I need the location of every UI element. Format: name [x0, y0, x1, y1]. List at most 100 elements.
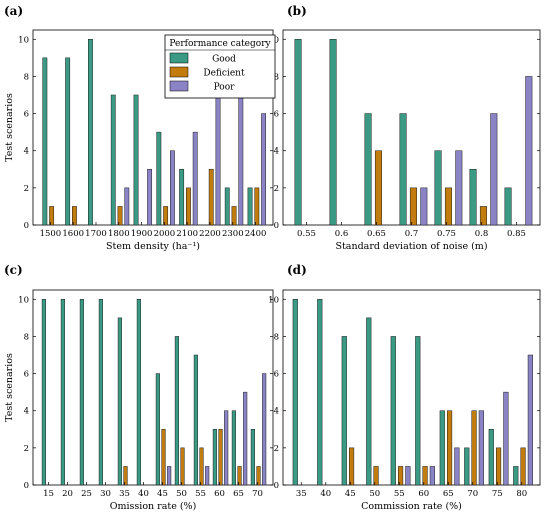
y-tick-label: 8 [274, 72, 279, 82]
y-tick-label: 4 [24, 407, 29, 417]
bar-good-45 [341, 336, 347, 486]
y-tick-label: 6 [274, 110, 279, 120]
bar-good-1500 [42, 57, 48, 226]
bar-good-80 [513, 466, 519, 486]
panel-c: (c) 0 2 4 6 8 10 15 20 25 30 35 40 45 50 55 60 65 70 Omissi… [4, 263, 274, 512]
x-tick-label: 15 [43, 489, 54, 499]
y-tick-label: 4 [274, 407, 279, 417]
bar-poor-60 [224, 410, 229, 486]
bar-deficient-0.8 [479, 206, 487, 226]
y-tick-label: 2 [274, 444, 279, 454]
y-tick-label: 2 [274, 184, 279, 194]
bar-deficient-70 [256, 466, 261, 486]
bar-good-45 [155, 373, 160, 486]
y-axis-title: Test scenarios [4, 353, 15, 422]
y-tick-label: 6 [24, 370, 29, 380]
bar-poor-2000 [169, 150, 175, 226]
bar-deficient-50 [180, 447, 185, 486]
x-tick-label: 50 [369, 489, 380, 499]
panel-label-a: (a) [4, 4, 23, 18]
y-tick-label: 6 [274, 370, 279, 380]
x-tick-label: 0.7 [405, 229, 419, 239]
panel-label-b: (b) [287, 4, 307, 18]
x-tick-label: 60 [214, 489, 225, 499]
bar-deficient-55 [199, 447, 204, 486]
x-tick-label: 30 [100, 489, 111, 499]
bar-good-2300 [224, 187, 230, 226]
panel-d: (d) 0 2 4 6 8 10 35 40 45 50 55 60 65 70 75 80 Commission… [268, 263, 541, 512]
bar-poor-65 [243, 391, 248, 486]
y-tick-label: 0 [24, 221, 29, 231]
y-tick-label: 8 [24, 332, 29, 342]
bar-deficient-0.7 [409, 187, 417, 226]
x-tick-label: 65 [443, 489, 454, 499]
legend-swatch-poor [169, 80, 189, 92]
x-axis-title: Standard deviation of noise (m) [335, 241, 487, 252]
x-tick-label: 1500 [40, 229, 62, 239]
bar-good-40 [136, 299, 141, 486]
bar-good-30 [98, 299, 103, 486]
bar-good-65 [231, 410, 236, 486]
x-tick-label: 2300 [222, 229, 244, 239]
bar-good-55 [390, 336, 396, 486]
legend: Performance category Good Deficient Poor [164, 34, 276, 99]
x-axis-title: Stem density (ha⁻¹) [106, 241, 200, 252]
bar-good-65 [439, 410, 445, 486]
bar-poor-1800 [124, 187, 130, 226]
x-tick-label: 2100 [176, 229, 198, 239]
x-tick-label: 45 [345, 489, 356, 499]
bar-deficient-1800 [117, 206, 123, 226]
bar-deficient-45 [348, 447, 355, 486]
bar-poor-55 [205, 466, 210, 486]
bar-deficient-2400 [254, 187, 260, 226]
bar-deficient-2000 [163, 206, 169, 226]
bar-deficient-0.65 [374, 150, 382, 226]
bar-good-55 [193, 354, 198, 486]
bar-poor-75 [503, 391, 509, 486]
bar-good-0.55 [294, 39, 302, 226]
bar-good-60 [415, 336, 421, 486]
bar-good-0.6 [329, 39, 337, 226]
x-tick-label: 2400 [245, 229, 267, 239]
bar-deficient-55 [397, 466, 404, 486]
bar-good-2100 [179, 169, 185, 226]
bar-deficient-70 [471, 410, 477, 486]
x-tick-label: 0.55 [297, 229, 316, 239]
bar-good-1600 [65, 57, 71, 226]
x-tick-label: 70 [467, 489, 478, 499]
bar-poor-70 [262, 373, 267, 486]
x-tick-label: 35 [119, 489, 130, 499]
y-axis-title: Test scenarios [4, 93, 15, 162]
bar-poor-2300 [238, 94, 244, 226]
bar-good-20 [60, 299, 65, 486]
legend-label-poor: Poor [214, 83, 236, 93]
bar-poor-70 [478, 410, 484, 486]
bar-good-1800 [110, 94, 116, 226]
legend-label-good: Good [212, 55, 236, 65]
bar-good-35 [292, 299, 298, 486]
bar-good-75 [488, 429, 494, 486]
bar-poor-0.75 [455, 150, 463, 226]
bar-good-2400 [247, 187, 253, 226]
bar-good-50 [366, 317, 372, 486]
y-tick-label: 4 [24, 147, 29, 157]
y-tick-label: 6 [24, 110, 29, 120]
bar-good-0.7 [399, 113, 407, 226]
bar-good-50 [174, 336, 179, 486]
x-tick-label: 20 [62, 489, 73, 499]
y-tick-label: 8 [24, 72, 29, 82]
x-tick-label: 1700 [85, 229, 107, 239]
bar-poor-2200 [215, 94, 221, 226]
x-tick-label: 1600 [62, 229, 84, 239]
bar-good-0.8 [469, 169, 477, 226]
y-tick-label: 0 [274, 221, 279, 231]
bar-poor-45 [167, 466, 172, 486]
bar-good-60 [212, 429, 217, 486]
bar-good-15 [41, 299, 46, 486]
bar-deficient-65 [237, 466, 242, 486]
x-tick-label: 2200 [199, 229, 221, 239]
bar-poor-1900 [147, 169, 153, 226]
y-tick-label: 2 [24, 444, 29, 454]
